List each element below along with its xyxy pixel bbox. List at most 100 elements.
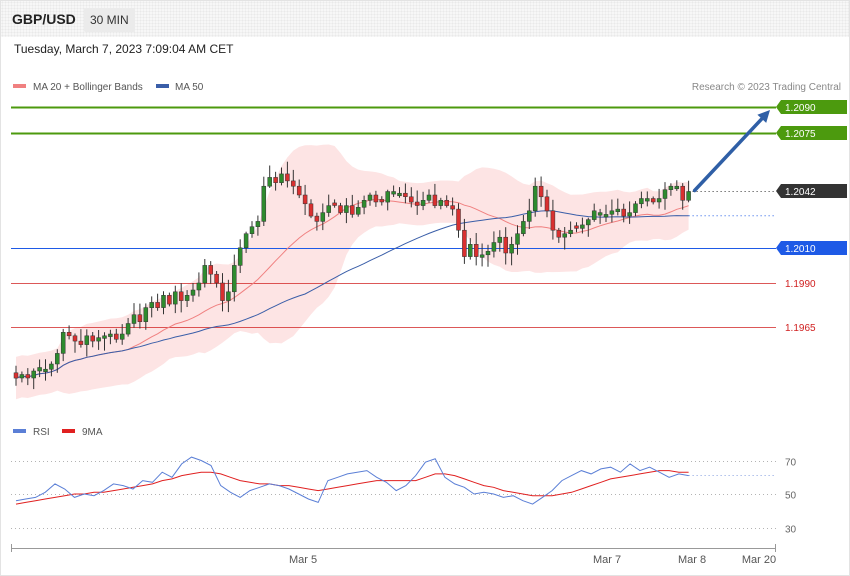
level-label-bg (776, 100, 847, 114)
candle-body (226, 291, 231, 301)
candle-body (479, 254, 485, 258)
candle (19, 371, 25, 383)
candle (656, 188, 662, 209)
candle-body (521, 221, 526, 234)
candle-body (173, 291, 178, 305)
candle (420, 191, 426, 211)
arrow-head (757, 110, 770, 123)
candle-body (149, 302, 154, 308)
candle (473, 233, 479, 266)
candle (367, 192, 373, 206)
candle (556, 227, 562, 243)
candle (72, 333, 78, 353)
candle (237, 239, 243, 273)
report-datetime: Tuesday, March 7, 2023 7:09:04 AM CET (14, 42, 234, 56)
candle-body (296, 185, 302, 196)
candle-body (426, 194, 432, 201)
rsi-ma-legend-label: 9MA (82, 427, 103, 438)
bollinger-fill (16, 144, 689, 400)
candle-body (84, 335, 90, 345)
rsi-legend-label: RSI (33, 427, 50, 438)
candle-body (208, 265, 213, 275)
candle-body (102, 335, 107, 339)
candle-body (414, 201, 420, 206)
candle-body (538, 185, 544, 198)
candle (621, 203, 626, 223)
candle (178, 283, 184, 313)
candle-body (450, 205, 455, 210)
candle (143, 303, 149, 330)
candle-body (509, 244, 514, 254)
candle (444, 195, 449, 208)
x-axis: Mar 5 Mar 7 Mar 8 Mar 20 (11, 544, 776, 566)
x-tick-label: Mar 7 (593, 554, 621, 566)
candle-body (31, 370, 36, 379)
candle-body (326, 205, 331, 213)
candle-body (491, 242, 497, 252)
candle-body (114, 333, 119, 340)
candle (450, 197, 455, 216)
candle (326, 194, 331, 217)
candle-body (591, 210, 597, 220)
candle (37, 359, 42, 378)
candle (456, 203, 461, 238)
candle-body (66, 332, 72, 337)
candle-body (574, 225, 579, 229)
candle (119, 324, 125, 345)
candle-body (291, 180, 296, 187)
candle (285, 161, 290, 188)
candle-body (202, 265, 208, 284)
candle-body (609, 210, 615, 215)
candle (273, 171, 278, 191)
rsi-ma-swatch (62, 429, 75, 433)
candle-body (255, 221, 261, 227)
candle-body (220, 282, 225, 301)
candle-body (190, 289, 196, 296)
candle (338, 202, 343, 215)
candle-body (621, 208, 626, 217)
candle-body (143, 307, 149, 322)
rsi-tick-label: 50 (785, 491, 797, 502)
candle-body (19, 374, 25, 379)
candle-body (603, 214, 609, 218)
candle (515, 225, 520, 255)
candle-body (108, 333, 113, 337)
candle-body (680, 185, 685, 201)
candle (291, 169, 296, 195)
level-label-bg (776, 126, 847, 140)
candle (527, 198, 532, 229)
candle-body (391, 191, 396, 195)
candle (173, 285, 178, 314)
candle (279, 167, 284, 186)
candle-body (49, 363, 54, 370)
candle-body (385, 191, 390, 203)
ma20-legend: MA 20 + Bollinger Bands (33, 82, 143, 93)
candle-body (615, 208, 621, 212)
candle (344, 198, 349, 224)
candle (243, 231, 249, 253)
candle-body (279, 173, 284, 183)
candle-body (338, 205, 343, 213)
level-label: 1.1965 (785, 323, 816, 334)
candle (190, 283, 196, 302)
pair-title: GBP/USD (12, 11, 76, 27)
candle-body (662, 189, 668, 199)
candle (639, 191, 644, 209)
candle-body (503, 236, 508, 254)
candle-body (13, 372, 19, 379)
candle-body (302, 194, 308, 205)
candle-body (196, 282, 202, 291)
level-label-text: 1.2090 (785, 103, 816, 114)
x-tick-label: Mar 5 (289, 554, 317, 566)
header-bar: GBP/USD 30 MIN (1, 1, 849, 37)
candle-body (184, 295, 190, 301)
candle-body (78, 340, 84, 345)
candle-body (462, 229, 467, 257)
candle (532, 177, 538, 217)
level-label: 1.2010 (776, 241, 847, 255)
candle (208, 261, 213, 284)
candle (597, 208, 603, 224)
candle (586, 217, 591, 237)
bollinger-bands (16, 144, 689, 400)
timeframe-badge[interactable]: 30 MIN (84, 8, 135, 32)
